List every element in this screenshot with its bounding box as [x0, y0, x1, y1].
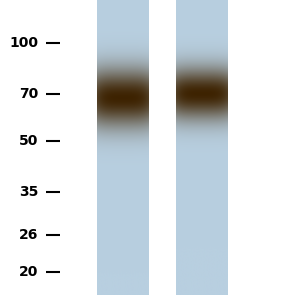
- Bar: [176, 0, 228, 295]
- Text: 70: 70: [19, 86, 38, 101]
- Text: 26: 26: [19, 227, 38, 242]
- Text: 20: 20: [19, 265, 38, 279]
- Text: 100: 100: [9, 36, 38, 50]
- Bar: [96, 0, 148, 295]
- Text: 35: 35: [19, 185, 38, 199]
- Text: 50: 50: [19, 135, 38, 148]
